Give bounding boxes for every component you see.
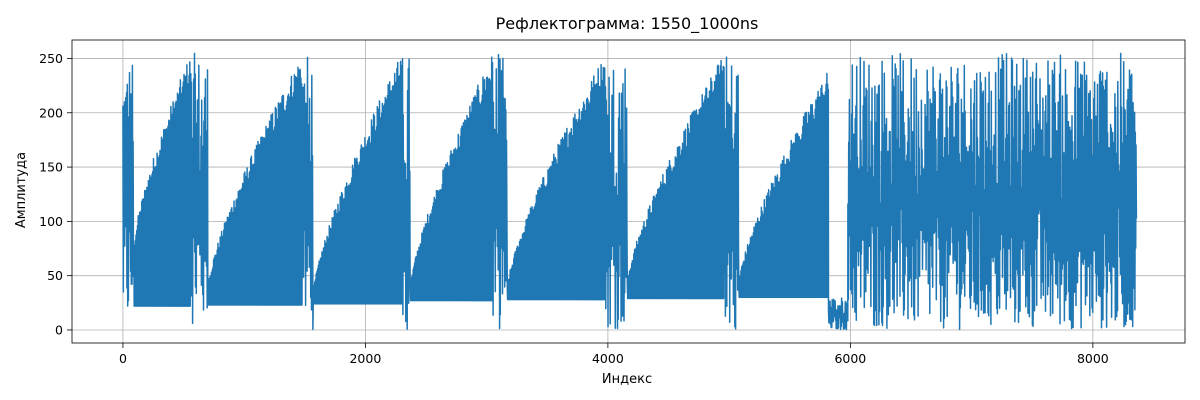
- x-axis-label: Индекс: [602, 372, 652, 387]
- y-axis-ticks: 0 50 100 150 200 250: [39, 51, 72, 337]
- y-tick-label: 100: [39, 214, 63, 229]
- x-axis-ticks: 0 2000 4000 6000 8000: [119, 343, 1109, 366]
- x-tick-label: 0: [119, 351, 127, 366]
- y-tick-label: 200: [39, 105, 63, 120]
- reflectogram-series-line: [122, 52, 1138, 331]
- x-tick-label: 2000: [349, 351, 381, 366]
- data-series: [122, 52, 1138, 331]
- chart-title: Рефлектограмма: 1550_1000ns: [496, 14, 759, 34]
- y-axis-label: Амплитуда: [14, 152, 29, 228]
- x-tick-label: 6000: [834, 351, 866, 366]
- x-tick-label: 4000: [592, 351, 624, 366]
- y-tick-label: 150: [39, 160, 63, 175]
- y-tick-label: 250: [39, 51, 63, 66]
- x-tick-label: 8000: [1077, 351, 1109, 366]
- axes-frame: [71, 39, 1186, 344]
- y-tick-label: 50: [47, 268, 63, 283]
- y-tick-label: 0: [55, 322, 63, 337]
